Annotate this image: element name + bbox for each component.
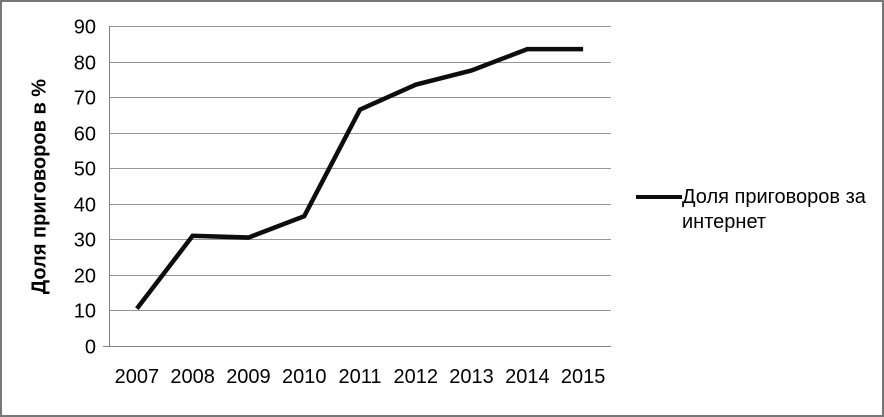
- legend-label: Доля приговоров за интернет: [682, 185, 866, 235]
- y-tick-label: 50: [74, 159, 96, 181]
- x-tick-label: 2009: [226, 366, 271, 388]
- x-tick-label: 2012: [394, 366, 439, 388]
- x-tick-label: 2007: [115, 366, 160, 388]
- y-tick-label: 70: [74, 88, 96, 110]
- x-tick-label: 2008: [170, 366, 215, 388]
- y-tick-label: 80: [74, 53, 96, 75]
- x-tick-label: 2011: [338, 366, 381, 388]
- y-tick-label: 20: [74, 266, 96, 288]
- y-tick-label: 40: [74, 195, 96, 217]
- y-tick-label: 10: [74, 301, 96, 323]
- y-tick-label: 0: [85, 337, 96, 359]
- x-tick-label: 2015: [561, 366, 606, 388]
- x-tick-label: 2013: [449, 366, 494, 388]
- legend-label-line2: интернет: [682, 211, 767, 233]
- legend-line-marker: [636, 195, 682, 199]
- x-tick-label: 2010: [282, 366, 327, 388]
- y-tick-label: 90: [74, 17, 96, 39]
- legend-label-line1: Доля приговоров за: [682, 186, 866, 208]
- series-line: [135, 46, 584, 311]
- legend: Доля приговоров за интернет: [636, 185, 866, 235]
- y-tick-label: 60: [74, 124, 96, 146]
- x-tick-label: 2014: [505, 366, 550, 388]
- y-tick-label: 30: [74, 230, 96, 252]
